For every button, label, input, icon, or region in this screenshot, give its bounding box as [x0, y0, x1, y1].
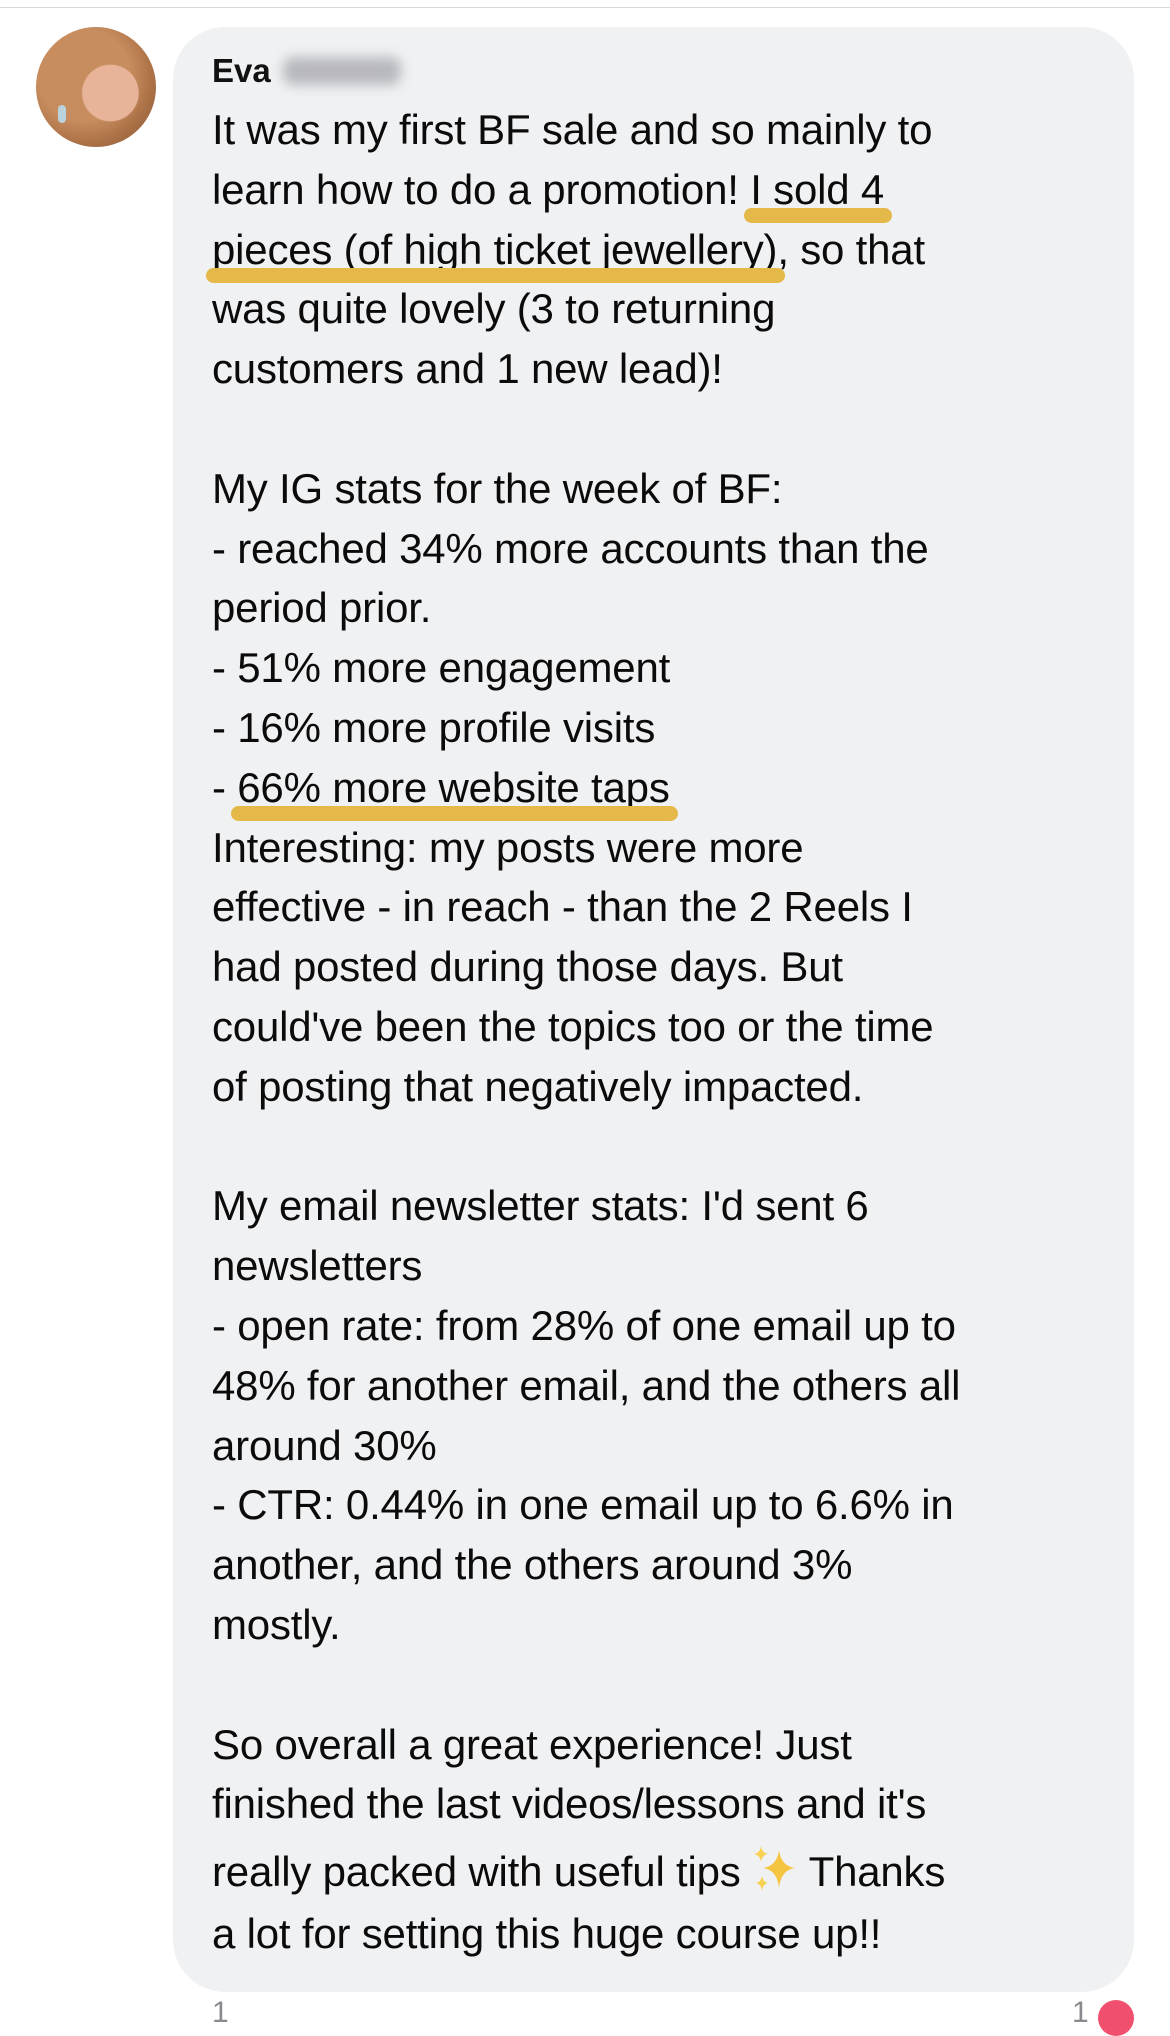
text-segment: - reached 34% more accounts than the [212, 524, 929, 572]
text-segment: customers and 1 new lead)! [212, 345, 723, 393]
text-segment: , so that [777, 225, 925, 273]
text-line: mostly. [212, 1595, 1132, 1655]
blank-line [212, 1655, 1132, 1715]
reaction-count[interactable]: 1 [1072, 1996, 1089, 2029]
comment-author[interactable]: Eva [212, 52, 401, 90]
comment-text: It was my first BF sale and so mainly to… [212, 100, 1132, 1964]
text-segment: mostly. [212, 1600, 341, 1648]
text-line: had posted during those days. But [212, 937, 1132, 997]
blank-line [212, 399, 1132, 459]
top-divider [0, 7, 1170, 8]
text-segment: Interesting: my posts were more [212, 823, 804, 871]
text-segment: 48% for another email, and the others al… [212, 1361, 961, 1409]
text-segment: finished the last videos/lessons and it'… [212, 1780, 927, 1828]
highlighted-text: I sold 4 [750, 165, 885, 213]
text-segment: could've been the topics too or the time [212, 1002, 934, 1050]
text-line: My email newsletter stats: I'd sent 6 [212, 1176, 1132, 1236]
text-line: was quite lovely (3 to returning [212, 279, 1132, 339]
reaction-icon[interactable] [1098, 2000, 1134, 2036]
text-segment: - 16% more profile visits [212, 703, 656, 751]
comment-bubble [173, 27, 1134, 1992]
text-segment: - [212, 763, 238, 811]
text-segment: learn how to do a promotion! [212, 165, 751, 213]
text-line: period prior. [212, 578, 1132, 638]
blank-line [212, 1117, 1132, 1177]
avatar[interactable] [36, 27, 156, 147]
text-segment: - 51% more engagement [212, 644, 671, 692]
text-segment: had posted during those days. But [212, 943, 843, 991]
text-line: - 66% more website taps [212, 758, 1132, 818]
text-line: 48% for another email, and the others al… [212, 1356, 1132, 1416]
text-segment: It was my first BF sale and so mainly to [212, 106, 933, 153]
text-segment: My email newsletter stats: I'd sent 6 [212, 1182, 869, 1230]
like-count[interactable]: 1 [212, 1996, 229, 2029]
text-segment: - open rate: from 28% of one email up to [212, 1301, 956, 1349]
text-segment: So overall a great experience! Just [212, 1720, 852, 1768]
blurred-surname [282, 57, 401, 85]
text-segment: around 30% [212, 1421, 437, 1469]
text-line: effective - in reach - than the 2 Reels … [212, 877, 1132, 937]
text-line: - reached 34% more accounts than the [212, 519, 1132, 579]
text-line: It was my first BF sale and so mainly to [212, 100, 1132, 160]
text-line: newsletters [212, 1236, 1132, 1296]
text-segment: of posting that negatively impacted. [212, 1062, 864, 1110]
text-line: My IG stats for the week of BF: [212, 459, 1132, 519]
text-segment: Thanks [808, 1848, 946, 1896]
author-first-name: Eva [212, 52, 271, 89]
text-line: Interesting: my posts were more [212, 818, 1132, 878]
text-line: - 16% more profile visits [212, 698, 1132, 758]
text-line: - open rate: from 28% of one email up to [212, 1296, 1132, 1356]
text-segment: a lot for setting this huge course up!! [212, 1910, 882, 1958]
text-line: finished the last videos/lessons and it'… [212, 1774, 1132, 1834]
text-segment: was quite lovely (3 to returning [212, 285, 776, 333]
text-segment: - CTR: 0.44% in one email up to 6.6% in [212, 1481, 954, 1529]
text-segment: period prior. [212, 584, 432, 632]
text-line: around 30% [212, 1416, 1132, 1476]
sparkles-icon [749, 1842, 801, 1892]
highlighted-text: 66% more website taps [237, 763, 670, 811]
text-segment: really packed with useful tips [212, 1848, 741, 1896]
text-line: So overall a great experience! Just [212, 1715, 1132, 1775]
text-line: could've been the topics too or the time [212, 997, 1132, 1057]
text-segment: newsletters [212, 1242, 423, 1290]
text-line: of posting that negatively impacted. [212, 1057, 1132, 1117]
text-line: learn how to do a promotion! I sold 4 [212, 160, 1132, 220]
text-segment: another, and the others around 3% [212, 1541, 853, 1589]
avatar-earring [58, 105, 66, 123]
text-line: customers and 1 new lead)! [212, 339, 1132, 399]
text-line: - CTR: 0.44% in one email up to 6.6% in [212, 1475, 1132, 1535]
text-line: a lot for setting this huge course up!! [212, 1904, 1132, 1964]
text-line: another, and the others around 3% [212, 1535, 1132, 1595]
text-segment: My IG stats for the week of BF: [212, 464, 783, 512]
text-segment: effective - in reach - than the 2 Reels … [212, 883, 913, 931]
text-line: - 51% more engagement [212, 638, 1132, 698]
highlighted-text: pieces (of high ticket jewellery) [212, 225, 778, 273]
text-line: really packed with useful tips Thanks [212, 1834, 1132, 1904]
text-line: pieces (of high ticket jewellery), so th… [212, 220, 1132, 280]
